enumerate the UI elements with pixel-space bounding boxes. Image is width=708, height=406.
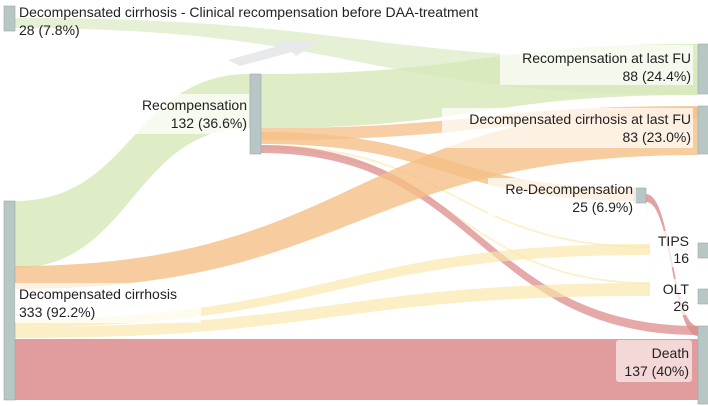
label-olt-title: OLT bbox=[663, 281, 690, 297]
node-recomp_fu bbox=[697, 43, 708, 95]
label-decomp: Decompensated cirrhosis 333 (92.2%) bbox=[15, 283, 201, 323]
flow-redecomp-to-olt bbox=[646, 197, 650, 290]
flow-recomp-to-tips bbox=[261, 145, 650, 248]
label-recomp-value: 132 (36.6%) bbox=[171, 115, 247, 131]
flow-decomp-to-tips bbox=[15, 244, 650, 327]
label-decomp-fu-title: Decompensated cirrhosis at last FU bbox=[469, 111, 691, 127]
flow-decomp-to-decomp_fu bbox=[15, 107, 698, 289]
label-death: Death 137 (40%) bbox=[616, 340, 692, 382]
label-recomp-title: Recompensation bbox=[142, 97, 247, 113]
node-death bbox=[697, 325, 708, 405]
label-recomp-fu-value: 88 (24.4%) bbox=[623, 68, 691, 84]
label-tips-value: 16 bbox=[673, 250, 689, 266]
flow-recomp-to-death bbox=[261, 145, 698, 335]
label-redecomp-value: 25 (6.9%) bbox=[572, 199, 633, 215]
node-olt bbox=[697, 288, 708, 305]
node-decomp_fu bbox=[697, 105, 708, 155]
label-comp-value: 28 (7.8%) bbox=[19, 22, 80, 38]
node-tips bbox=[697, 242, 708, 259]
label-olt-value: 26 bbox=[673, 298, 689, 314]
label-recomp: Recompensation 132 (36.6%) bbox=[127, 94, 249, 134]
label-decomp-fu: Decompensated cirrhosis at last FU 83 (2… bbox=[442, 108, 693, 148]
flow-decomp-to-olt bbox=[15, 283, 650, 338]
label-decomp-value: 333 (92.2%) bbox=[19, 304, 95, 320]
label-death-title: Death bbox=[652, 345, 689, 361]
node-comp bbox=[3, 5, 16, 32]
label-decomp-fu-value: 83 (23.0%) bbox=[623, 129, 691, 145]
label-recomp-fu: Recompensation at last FU 88 (24.4%) bbox=[500, 45, 693, 85]
flow-recomp-to-olt bbox=[261, 147, 650, 284]
label-tips-title: TIPS bbox=[658, 233, 689, 249]
node-decomp bbox=[3, 200, 16, 401]
label-tips: TIPS 16 bbox=[650, 231, 692, 267]
label-olt: OLT 26 bbox=[654, 279, 692, 315]
node-recomp bbox=[249, 73, 262, 155]
label-death-value: 137 (40%) bbox=[624, 363, 689, 379]
label-redecomp-title: Re-Decompensation bbox=[505, 181, 633, 197]
label-decomp-title: Decompensated cirrhosis bbox=[19, 286, 177, 302]
arrow-glyph bbox=[228, 42, 318, 66]
flow-decomp-to-death bbox=[15, 339, 698, 400]
flow-redecomp-to-tips bbox=[646, 195, 650, 252]
label-recomp-fu-title: Recompensation at last FU bbox=[522, 50, 691, 66]
label-comp-title: Decompensated cirrhosis - Clinical recom… bbox=[19, 4, 478, 20]
label-comp: Decompensated cirrhosis - Clinical recom… bbox=[19, 4, 478, 38]
label-redecomp: Re-Decompensation 25 (6.9%) bbox=[488, 178, 636, 216]
